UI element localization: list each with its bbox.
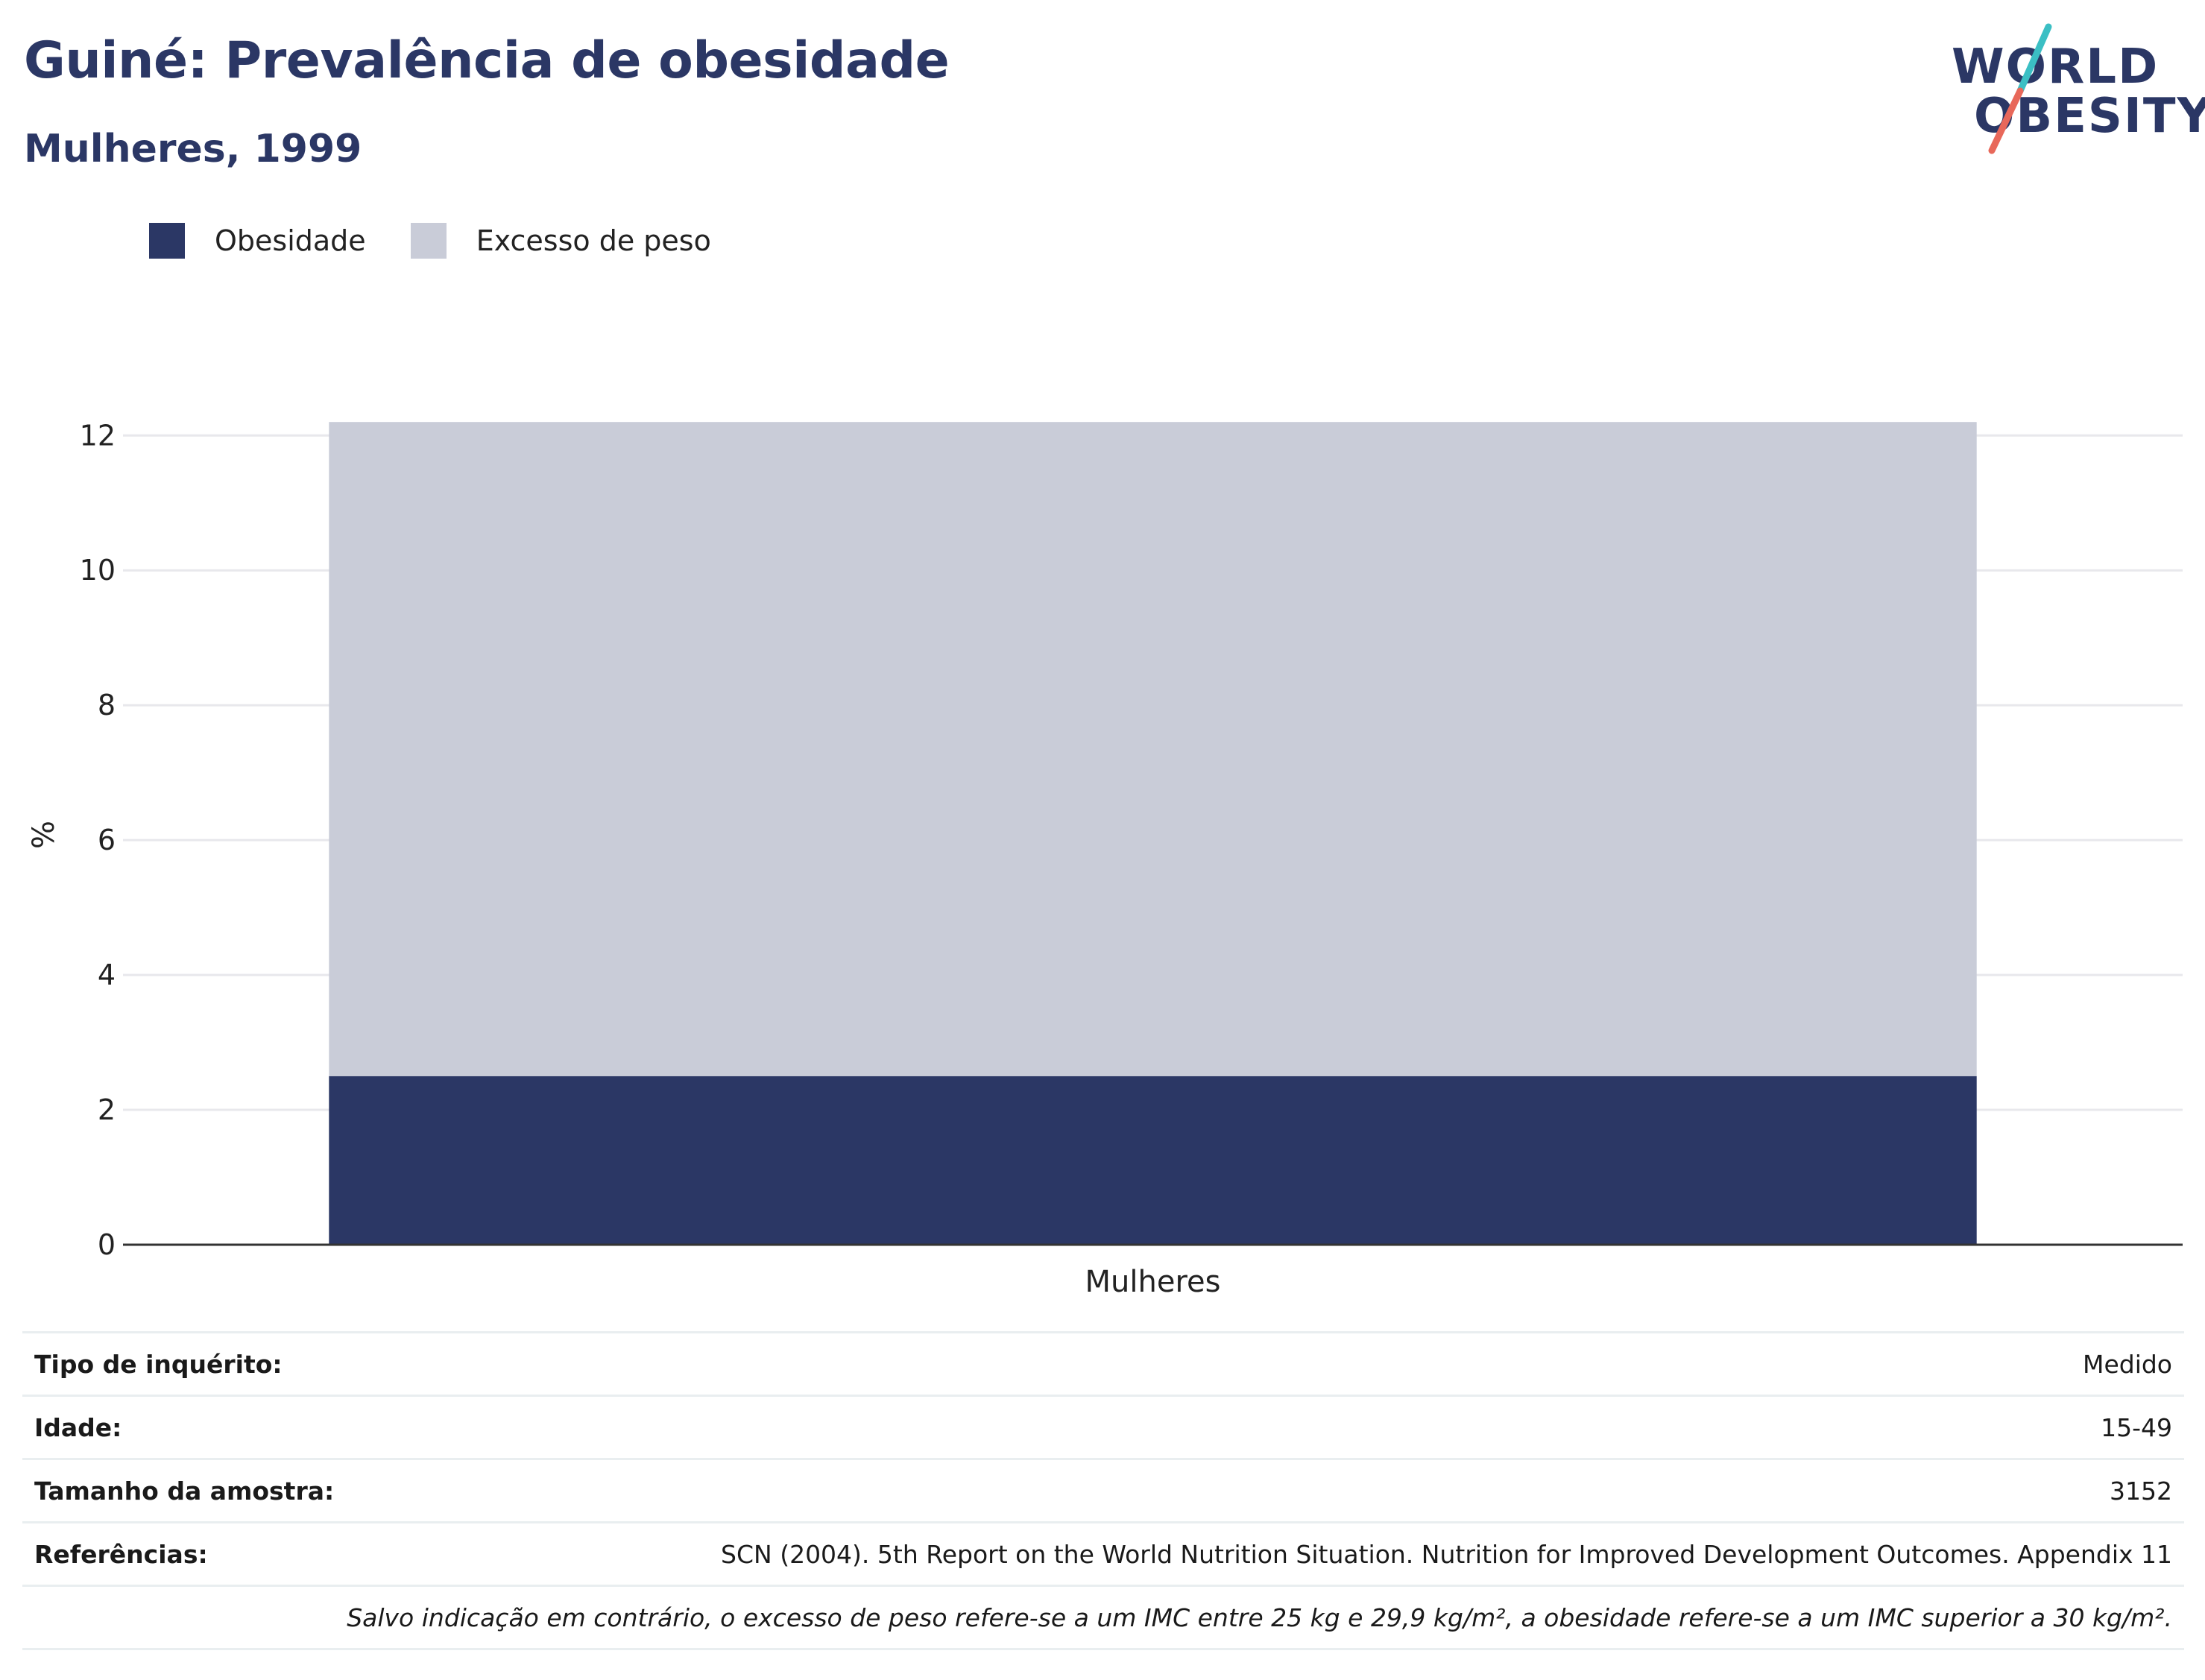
legend-label: Obesidade (215, 224, 366, 257)
y-tick-label: 8 (98, 689, 116, 721)
legend-swatch-obesidade (149, 223, 185, 259)
info-value: SCN (2004). 5th Report on the World Nutr… (721, 1539, 2172, 1569)
info-value: 15-49 (2101, 1412, 2172, 1442)
bar-excesso-de-peso (329, 422, 1977, 1076)
legend-item-obesidade[interactable]: Obesidade (149, 223, 366, 259)
info-row-references: Referências: SCN (2004). 5th Report on t… (22, 1521, 2184, 1585)
survey-info-table: Tipo de inquérito: Medido Idade: 15-49 T… (22, 1331, 2184, 1650)
bar-obesidade (329, 1076, 1977, 1245)
info-value: Medido (2082, 1349, 2172, 1379)
y-tick-label: 6 (98, 824, 116, 856)
info-key: Tipo de inquérito: (34, 1349, 283, 1379)
y-tick-label: 0 (98, 1228, 116, 1261)
chart-subtitle: Mulheres, 1999 (24, 127, 362, 171)
info-key: Referências: (34, 1539, 208, 1569)
info-row-survey-type: Tipo de inquérito: Medido (22, 1331, 2184, 1395)
chart-title: Guiné: Prevalência de obesidade (24, 31, 950, 90)
chart-legend: Obesidade Excesso de peso (149, 222, 756, 259)
legend-label: Excesso de peso (476, 224, 711, 257)
world-obesity-logo: WORLD OBESITY (1938, 22, 2205, 157)
info-row-age: Idade: 15-49 (22, 1395, 2184, 1458)
y-tick-label: 4 (98, 959, 116, 991)
legend-item-excesso-de-peso[interactable]: Excesso de peso (410, 223, 711, 259)
info-row-note: Salvo indicação em contrário, o excesso … (22, 1585, 2184, 1650)
y-tick-label: 10 (80, 554, 116, 587)
y-axis-title: % (27, 821, 61, 849)
logo-slash-icon (1988, 23, 2052, 154)
info-key: Tamanho da amostra: (34, 1476, 335, 1506)
x-tick-label: Mulheres (1085, 1265, 1221, 1299)
y-tick-label: 12 (80, 419, 116, 452)
definition-note: Salvo indicação em contrário, o excesso … (347, 1602, 2172, 1632)
info-key: Idade: (34, 1412, 122, 1442)
info-row-sample-size: Tamanho da amostra: 3152 (22, 1458, 2184, 1521)
legend-swatch-excesso-de-peso (410, 223, 447, 259)
bar-chart: 0 2 4 6 8 10 12% Mulheres (27, 419, 2183, 1299)
logo-line-1: WORLD (1952, 40, 2160, 95)
y-tick-label: 2 (98, 1093, 116, 1126)
info-value: 3152 (2110, 1476, 2172, 1506)
